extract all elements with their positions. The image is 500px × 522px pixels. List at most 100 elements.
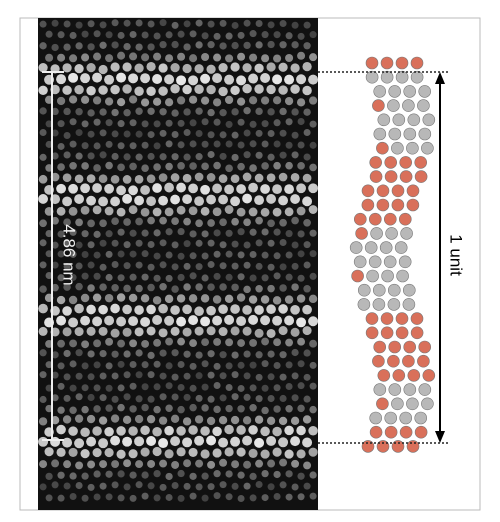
atom-dot xyxy=(190,272,197,279)
atom-dot xyxy=(303,174,312,183)
atom-dot xyxy=(88,152,95,159)
atom-dot xyxy=(40,21,47,28)
atom-dot xyxy=(69,95,77,103)
atom-dot xyxy=(134,196,144,206)
atom-dot xyxy=(134,436,144,446)
atom-dot xyxy=(298,118,305,125)
atom-dot xyxy=(178,141,185,148)
atom-dot xyxy=(201,207,210,216)
atom-dot xyxy=(189,206,198,215)
model-atom xyxy=(402,100,414,112)
atom-dot xyxy=(130,142,137,149)
atom-dot xyxy=(267,417,275,425)
atom-dot xyxy=(117,98,125,106)
atom-dot xyxy=(272,74,282,84)
atom-dot xyxy=(75,461,83,469)
atom-dot xyxy=(141,164,149,172)
atom-dot xyxy=(268,240,275,247)
model-atom xyxy=(381,57,393,69)
atom-dot xyxy=(172,393,179,400)
atom-dot xyxy=(262,31,269,38)
atom-dot xyxy=(190,119,197,126)
atom-dot xyxy=(94,231,101,238)
model-atom xyxy=(377,199,389,211)
atom-dot xyxy=(160,393,167,400)
model-atom xyxy=(423,114,435,126)
atom-dot xyxy=(82,120,89,127)
model-atom xyxy=(352,270,364,282)
atom-dot xyxy=(304,129,311,136)
atom-dot xyxy=(266,85,275,94)
atom-dot xyxy=(219,459,227,467)
atom-dot xyxy=(57,406,64,413)
atom-dot xyxy=(147,352,154,359)
atom-dot xyxy=(165,295,173,303)
atom-dot xyxy=(298,230,305,237)
atom-dot xyxy=(177,447,186,456)
atom-dot xyxy=(273,296,281,304)
atom-dot xyxy=(171,217,179,225)
atom-dot xyxy=(291,108,298,115)
atom-dot xyxy=(232,132,239,139)
atom-dot xyxy=(45,54,53,62)
atom-dot xyxy=(232,263,239,270)
atom-dot xyxy=(285,54,293,62)
atom-dot xyxy=(244,262,251,269)
atom-dot xyxy=(164,74,174,84)
atom-dot xyxy=(57,448,66,457)
atom-dot xyxy=(214,140,221,147)
atom-dot xyxy=(267,41,274,48)
atom-dot xyxy=(153,53,161,61)
atom-dot xyxy=(122,305,132,315)
model-atom xyxy=(385,171,397,183)
atom-dot xyxy=(87,109,94,116)
atom-dot xyxy=(219,283,226,290)
atom-dot xyxy=(207,41,214,48)
atom-dot xyxy=(111,329,120,338)
atom-dot xyxy=(39,460,47,468)
atom-dot xyxy=(76,129,83,136)
model-atom xyxy=(388,284,400,296)
atom-dot xyxy=(171,109,178,116)
model-atom xyxy=(400,426,412,438)
atom-dot xyxy=(201,96,209,104)
atom-dot xyxy=(267,219,275,227)
atom-dot xyxy=(128,73,138,83)
atom-dot xyxy=(267,285,274,292)
atom-dot xyxy=(148,396,155,403)
atom-dot xyxy=(291,41,298,48)
atom-dot xyxy=(243,42,250,49)
atom-dot xyxy=(57,207,66,216)
atom-dot xyxy=(238,362,245,369)
atom-dot xyxy=(224,75,234,85)
atom-dot xyxy=(196,20,203,27)
model-atom xyxy=(417,355,429,367)
atom-dot xyxy=(250,30,257,37)
atom-dot xyxy=(46,31,53,38)
atom-dot xyxy=(302,86,311,95)
model-atom xyxy=(381,71,393,83)
atom-dot xyxy=(160,153,167,160)
model-atom xyxy=(374,384,386,396)
atom-dot xyxy=(244,483,251,490)
atom-dot xyxy=(200,185,210,195)
atom-dot xyxy=(153,447,162,456)
model-atom xyxy=(396,71,408,83)
atom-dot xyxy=(279,173,288,182)
atom-dot xyxy=(87,174,96,183)
atom-dot xyxy=(297,207,306,216)
atom-dot xyxy=(38,304,48,314)
atom-dot xyxy=(159,108,166,115)
atom-dot xyxy=(310,142,317,149)
atom-dot xyxy=(182,194,192,204)
atom-dot xyxy=(225,205,234,214)
atom-dot xyxy=(154,383,161,390)
atom-dot xyxy=(297,162,305,170)
atom-dot xyxy=(106,274,113,281)
model-atom xyxy=(417,100,429,112)
atom-dot xyxy=(188,315,198,325)
model-atom xyxy=(400,412,412,424)
atom-dot xyxy=(172,482,179,489)
atom-dot xyxy=(100,372,107,379)
model-atom xyxy=(419,85,431,97)
